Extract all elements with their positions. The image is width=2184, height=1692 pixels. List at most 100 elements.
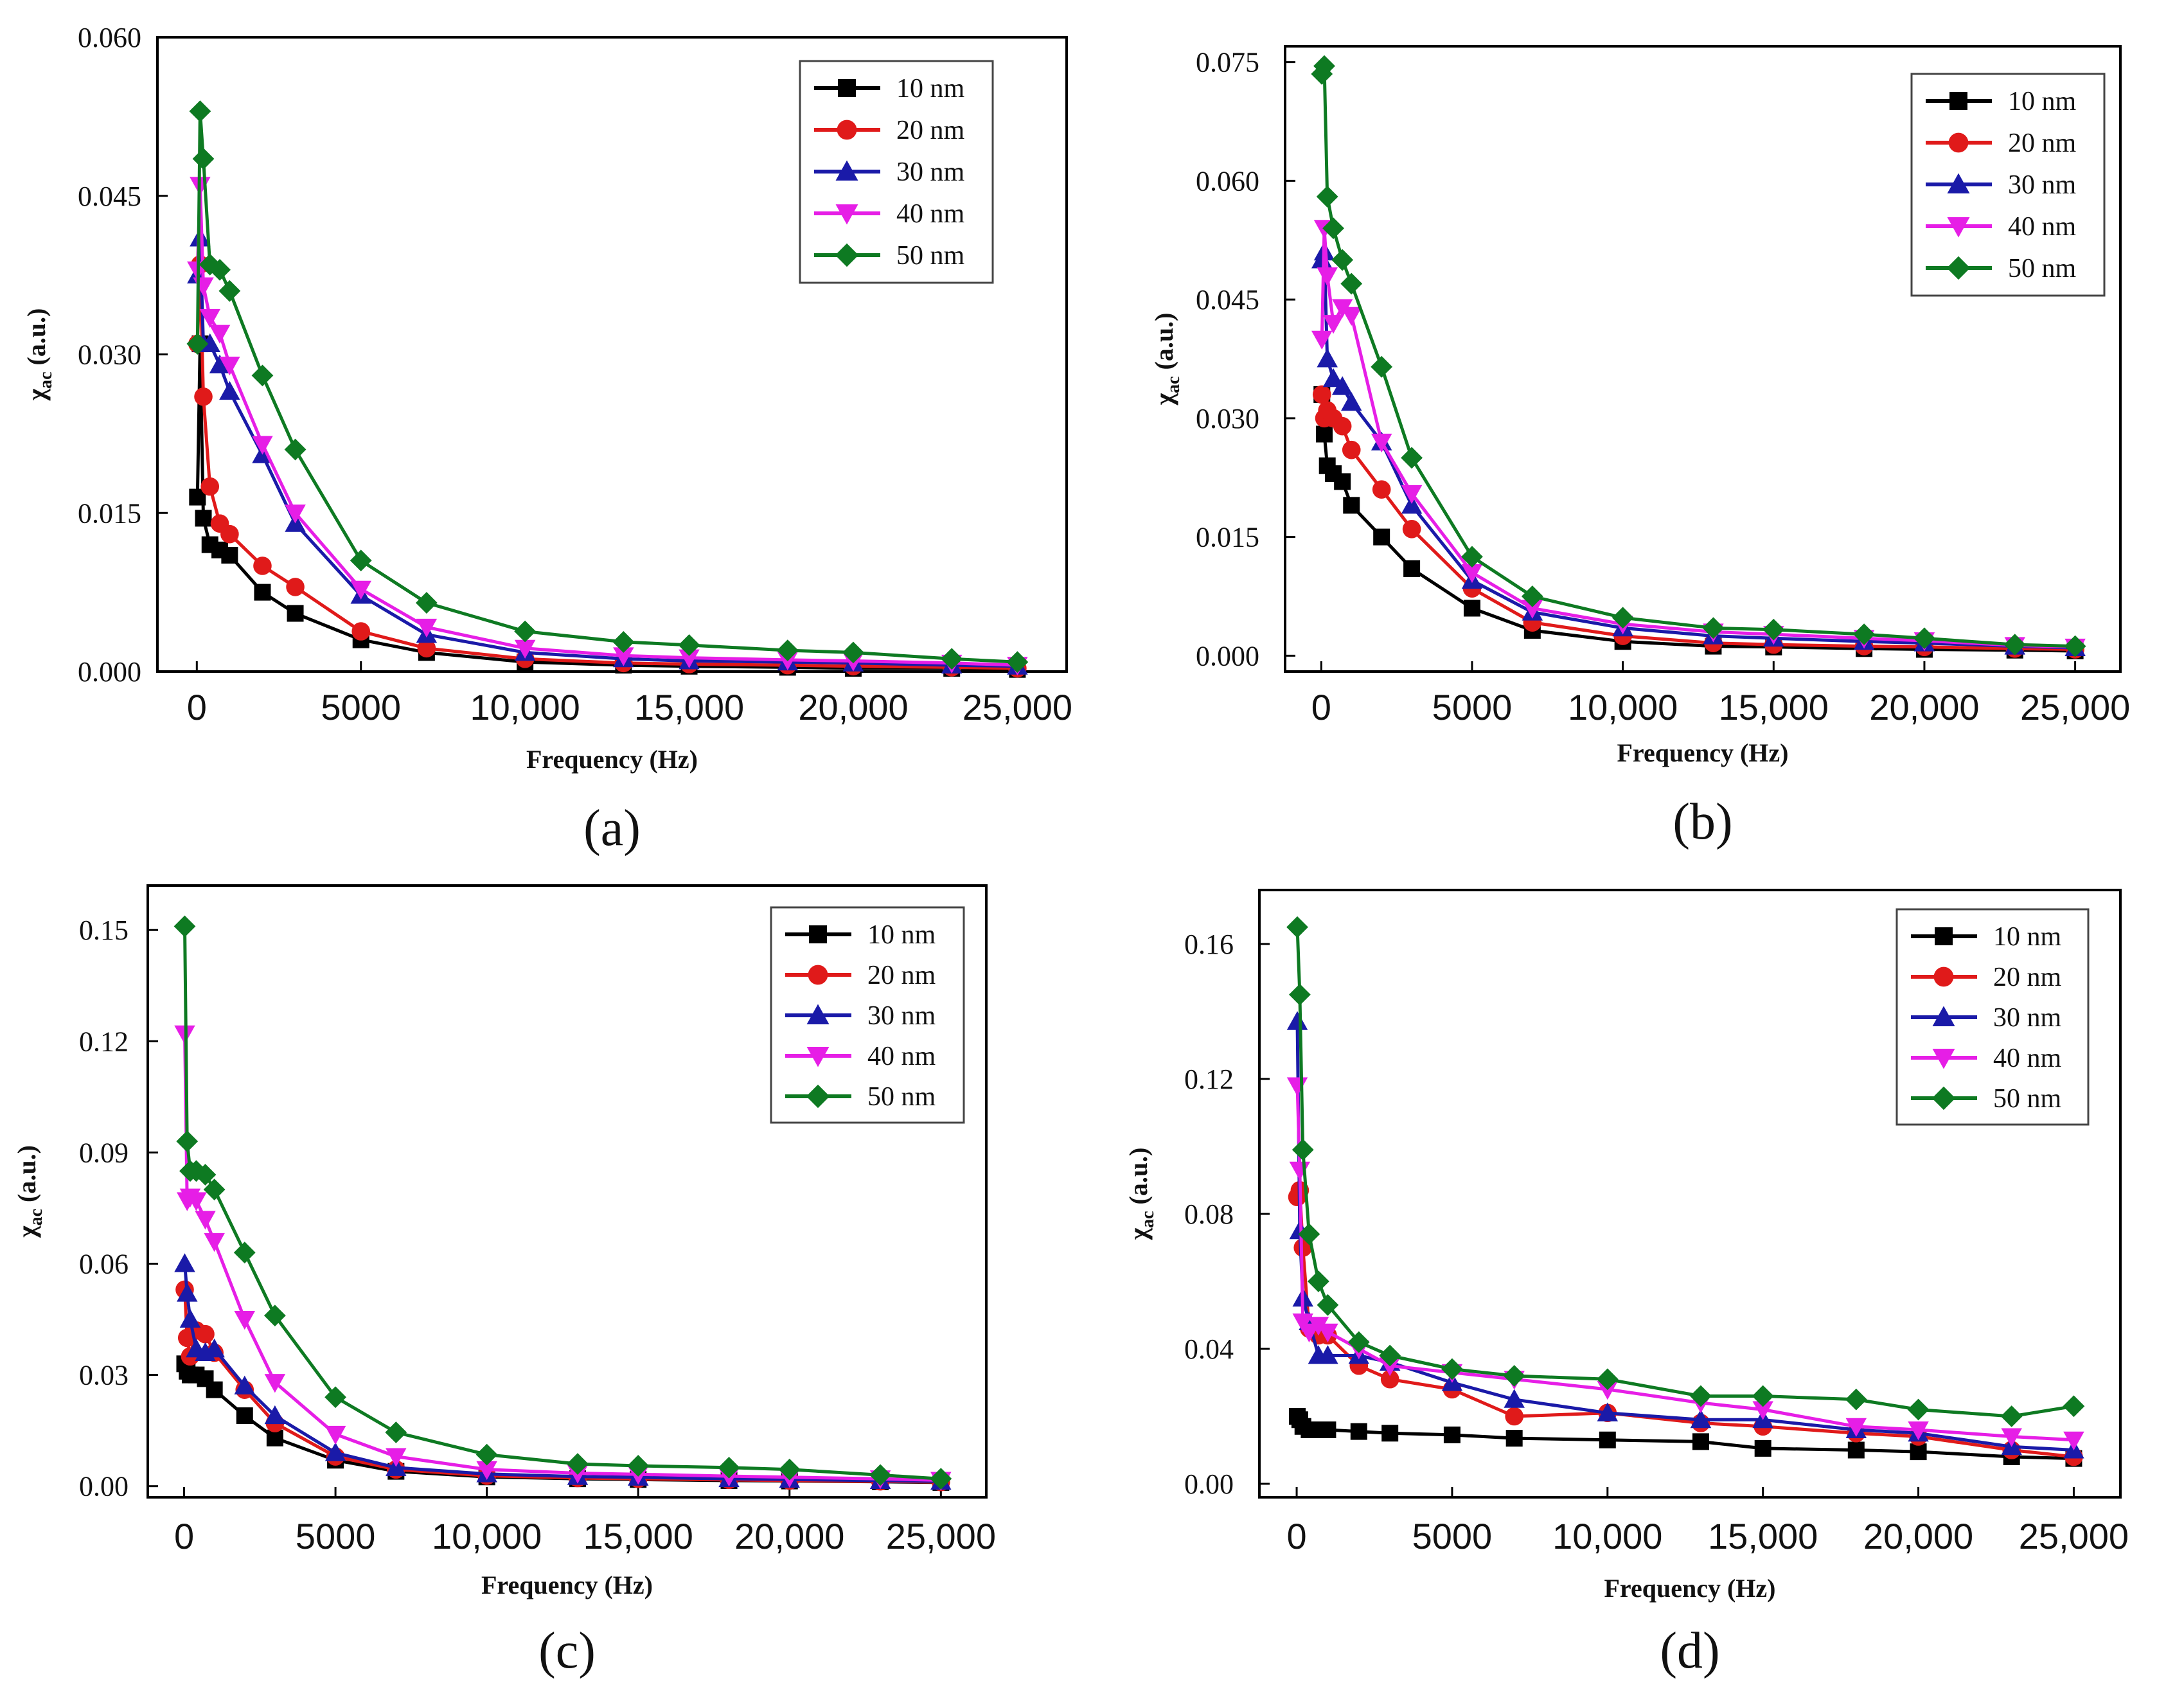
data-point xyxy=(1317,1345,1338,1364)
data-point xyxy=(1316,186,1338,208)
data-point xyxy=(174,1253,195,1272)
legend-swatch-marker xyxy=(1948,132,1969,153)
legend-swatch-marker xyxy=(1947,173,1970,193)
series-line xyxy=(183,1289,941,1484)
data-point xyxy=(385,1421,407,1443)
y-axis-label-subscript: ac xyxy=(1164,376,1184,393)
data-point xyxy=(1317,1294,1339,1316)
data-point xyxy=(1286,1077,1308,1096)
x-tick-label: 25,000 xyxy=(963,687,1072,727)
y-tick-label: 0.12 xyxy=(79,1026,129,1057)
data-point xyxy=(475,1443,498,1466)
data-point xyxy=(1286,1011,1308,1030)
y-tick-label: 0.015 xyxy=(1196,522,1259,553)
data-point xyxy=(1371,355,1393,378)
data-point xyxy=(1752,1401,1773,1420)
data-point xyxy=(1596,1368,1619,1391)
series-20-nm xyxy=(175,1280,950,1492)
legend-label: 20 nm xyxy=(2008,129,2077,158)
y-tick-label: 0.045 xyxy=(1196,284,1259,316)
data-point xyxy=(251,364,274,387)
x-tick-label: 0 xyxy=(174,1516,194,1556)
data-point xyxy=(1521,585,1543,607)
data-point xyxy=(1322,217,1344,240)
y-tick-label: 0.030 xyxy=(78,339,141,371)
y-axis-label-symbol: χ xyxy=(1124,1227,1153,1240)
data-point xyxy=(1441,1358,1463,1380)
data-point xyxy=(252,436,273,455)
chart-panel-d: 0.00 0.04 0.08 0.12 0.16 0 5000 10,000 15,000 20,… xyxy=(1124,889,2129,1679)
y-tick-label: 0.16 xyxy=(1184,929,1234,960)
y-tick-label: 0.00 xyxy=(79,1471,129,1502)
data-point xyxy=(199,333,220,353)
y-axis-label-subscript: ac xyxy=(1138,1211,1158,1227)
y-tick-label: 0.03 xyxy=(79,1360,129,1391)
legend-label: 30 nm xyxy=(2008,170,2077,200)
legend-swatch-marker xyxy=(1932,1049,1955,1069)
data-point xyxy=(199,253,221,276)
data-point xyxy=(195,1211,216,1230)
data-point xyxy=(1334,473,1351,490)
legend-swatch-marker xyxy=(1931,1086,1956,1110)
data-point xyxy=(1299,1323,1320,1342)
y-tick-label: 0.000 xyxy=(78,656,141,688)
data-point xyxy=(1402,520,1421,539)
chart-panel-b: 0.000 0.015 0.030 0.045 0.060 0.075 0 5000 10,00… xyxy=(1150,45,2130,850)
data-point xyxy=(218,280,241,302)
y-axis-label-unit: (a.u.) xyxy=(12,1145,41,1209)
y-tick-label: 0.030 xyxy=(1196,403,1259,434)
data-point xyxy=(266,1429,283,1447)
y-axis-label-unit: (a.u.) xyxy=(22,308,51,372)
legend-label: 40 nm xyxy=(1993,1044,2062,1073)
series-line xyxy=(195,263,1018,670)
legend-swatch-marker xyxy=(809,925,827,943)
x-tick-label: 15,000 xyxy=(634,687,744,727)
y-tick-label: 0.06 xyxy=(79,1249,129,1280)
legend-label: 50 nm xyxy=(867,1082,936,1112)
data-point xyxy=(189,100,211,123)
legend: 10 nm 20 nm 30 nm 40 nm 50 nm xyxy=(1895,908,2090,1126)
data-point xyxy=(1331,376,1353,395)
legend: 10 nm 20 nm 30 nm 40 nm 50 nm xyxy=(1910,73,2106,297)
data-point xyxy=(2063,1395,2085,1418)
series-10-nm xyxy=(1289,1408,2082,1467)
data-point xyxy=(1461,564,1483,583)
data-point xyxy=(514,639,536,659)
data-point xyxy=(286,578,305,596)
data-point xyxy=(1288,983,1311,1006)
data-point xyxy=(1347,1331,1370,1353)
data-point xyxy=(176,1130,199,1153)
legend-swatch-marker xyxy=(1947,217,1970,238)
data-point xyxy=(1908,1421,1929,1441)
data-point xyxy=(176,1283,198,1302)
legend-label: 10 nm xyxy=(896,74,965,103)
legend-label: 50 nm xyxy=(2008,254,2077,283)
series-50-nm xyxy=(186,100,1029,673)
x-tick-label: 10,000 xyxy=(432,1516,542,1556)
plot-frame xyxy=(146,884,988,1499)
y-axis-label-symbol: χ xyxy=(22,388,51,401)
data-point xyxy=(1692,1433,1709,1450)
data-point xyxy=(1371,433,1392,453)
data-point xyxy=(1762,618,1785,641)
series-line xyxy=(1295,1188,2074,1459)
data-point xyxy=(196,1324,215,1344)
legend-swatch-marker xyxy=(806,1004,830,1024)
data-point xyxy=(209,354,231,373)
series-line xyxy=(195,236,1018,668)
x-tick-label: 20,000 xyxy=(734,1516,844,1556)
data-point xyxy=(1401,495,1423,514)
series-30-nm xyxy=(1311,241,2086,657)
data-point xyxy=(1006,651,1029,673)
x-tick-label: 10,000 xyxy=(1552,1516,1662,1556)
data-point xyxy=(1342,440,1361,459)
data-point xyxy=(1289,1161,1311,1180)
data-point xyxy=(1503,1365,1525,1387)
data-point xyxy=(192,148,215,170)
data-point xyxy=(206,1381,223,1398)
chart-panel-c: 0.00 0.03 0.06 0.09 0.12 0.15 0 5000 10,000 15,00… xyxy=(12,884,996,1679)
data-point xyxy=(2000,1405,2023,1427)
data-point xyxy=(1504,1389,1525,1408)
y-tick-label: 0.060 xyxy=(1196,165,1259,197)
